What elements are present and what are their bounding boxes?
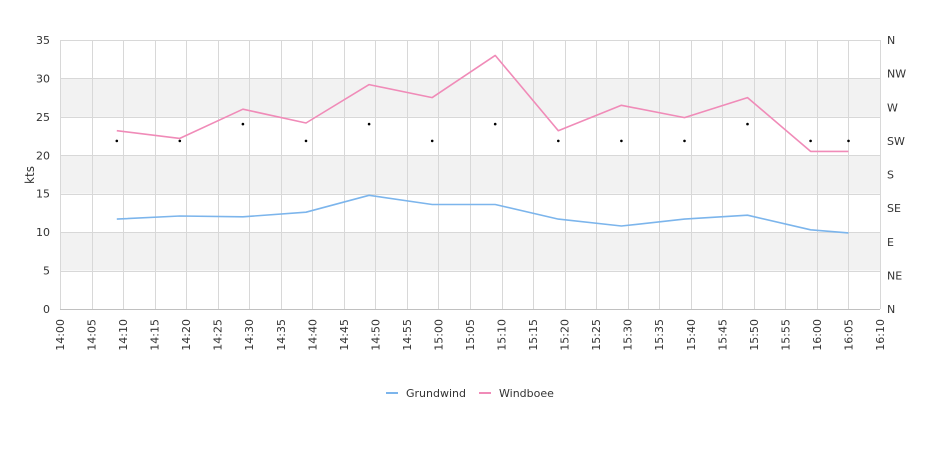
x-tick-label: 15:45 xyxy=(716,319,729,351)
x-tick-label: 14:55 xyxy=(401,319,414,351)
legend-label: Grundwind xyxy=(406,387,466,400)
direction-tick-label: SW xyxy=(887,135,905,148)
series-line-grundwind xyxy=(116,194,849,234)
x-tick-label: 15:15 xyxy=(527,319,540,351)
y-tick-label: 30 xyxy=(36,72,50,85)
x-tick-label: 14:50 xyxy=(369,319,382,351)
direction-point xyxy=(746,122,749,126)
y-tick-label: 15 xyxy=(36,188,50,201)
direction-axis-ticks: N NE E SE S SW W NW N xyxy=(887,34,906,316)
x-tick-label: 14:00 xyxy=(54,319,67,351)
x-tick-label: 14:35 xyxy=(275,319,288,351)
x-tick-label: 15:25 xyxy=(590,319,603,351)
x-tick-label: 14:45 xyxy=(338,319,351,351)
legend-item-grundwind[interactable]: Grundwind xyxy=(386,387,466,400)
x-tick-label: 14:10 xyxy=(117,319,130,351)
direction-point xyxy=(304,139,308,143)
direction-point xyxy=(241,122,245,126)
x-tick-label: 15:50 xyxy=(748,319,761,351)
direction-tick-label: W xyxy=(887,101,898,114)
y-tick-label: 20 xyxy=(36,149,50,162)
x-axis-ticks: 14:00 14:05 14:10 14:15 14:20 14:25 14:30 14:35… xyxy=(54,319,887,351)
x-tick-label: 15:40 xyxy=(685,319,698,351)
x-tick-label: 15:05 xyxy=(464,319,477,351)
x-tick-label: 15:10 xyxy=(496,319,509,351)
legend-label: Windboee xyxy=(499,387,554,400)
series-lines xyxy=(116,54,849,234)
y-tick-label: 35 xyxy=(36,34,50,47)
x-tick-label: 14:30 xyxy=(243,319,256,351)
direction-point xyxy=(430,139,434,143)
y-tick-label: 25 xyxy=(36,111,50,124)
vertical-gridlines xyxy=(60,40,881,309)
direction-point xyxy=(809,139,812,143)
direction-tick-label: N xyxy=(887,34,895,47)
direction-point xyxy=(115,139,119,143)
x-tick-label: 16:00 xyxy=(811,319,824,351)
direction-tick-label: NE xyxy=(887,269,902,282)
direction-point xyxy=(557,139,560,143)
direction-tick-label: N xyxy=(887,303,895,316)
legend-item-windboee[interactable]: Windboee xyxy=(479,387,554,400)
y-tick-label: 0 xyxy=(43,303,50,316)
x-tick-label: 14:25 xyxy=(212,319,225,351)
direction-tick-label: SE xyxy=(887,202,901,215)
x-tick-label: 15:20 xyxy=(559,319,572,351)
direction-point xyxy=(847,139,850,143)
x-tick-label: 15:35 xyxy=(653,319,666,351)
x-tick-label: 14:40 xyxy=(306,319,319,351)
direction-point xyxy=(620,139,623,143)
x-tick-label: 15:00 xyxy=(432,319,445,351)
x-tick-label: 15:55 xyxy=(779,319,792,351)
horizontal-gridlines xyxy=(60,40,880,310)
x-tick-label: 14:05 xyxy=(86,319,99,351)
direction-point xyxy=(493,122,497,126)
x-tick-label: 16:10 xyxy=(874,319,887,351)
x-tick-label: 15:30 xyxy=(622,319,635,351)
y-axis-label: kts xyxy=(23,166,37,184)
x-tick-label: 14:20 xyxy=(180,319,193,351)
direction-tick-label: S xyxy=(887,169,894,182)
direction-tick-label: NW xyxy=(887,68,906,81)
x-tick-label: 14:15 xyxy=(149,319,162,351)
y-tick-label: 5 xyxy=(43,265,50,278)
y-axis-ticks: 0 5 10 15 20 25 30 35 xyxy=(36,34,50,316)
direction-point xyxy=(367,122,371,126)
direction-point xyxy=(178,139,182,143)
y-tick-label: 10 xyxy=(36,226,50,239)
direction-point xyxy=(683,139,686,143)
direction-tick-label: E xyxy=(887,236,894,249)
legend[interactable]: Grundwind Windboee xyxy=(386,387,554,400)
series-line-windboee xyxy=(116,54,849,153)
direction-points xyxy=(115,122,850,143)
x-tick-label: 16:05 xyxy=(842,319,855,351)
